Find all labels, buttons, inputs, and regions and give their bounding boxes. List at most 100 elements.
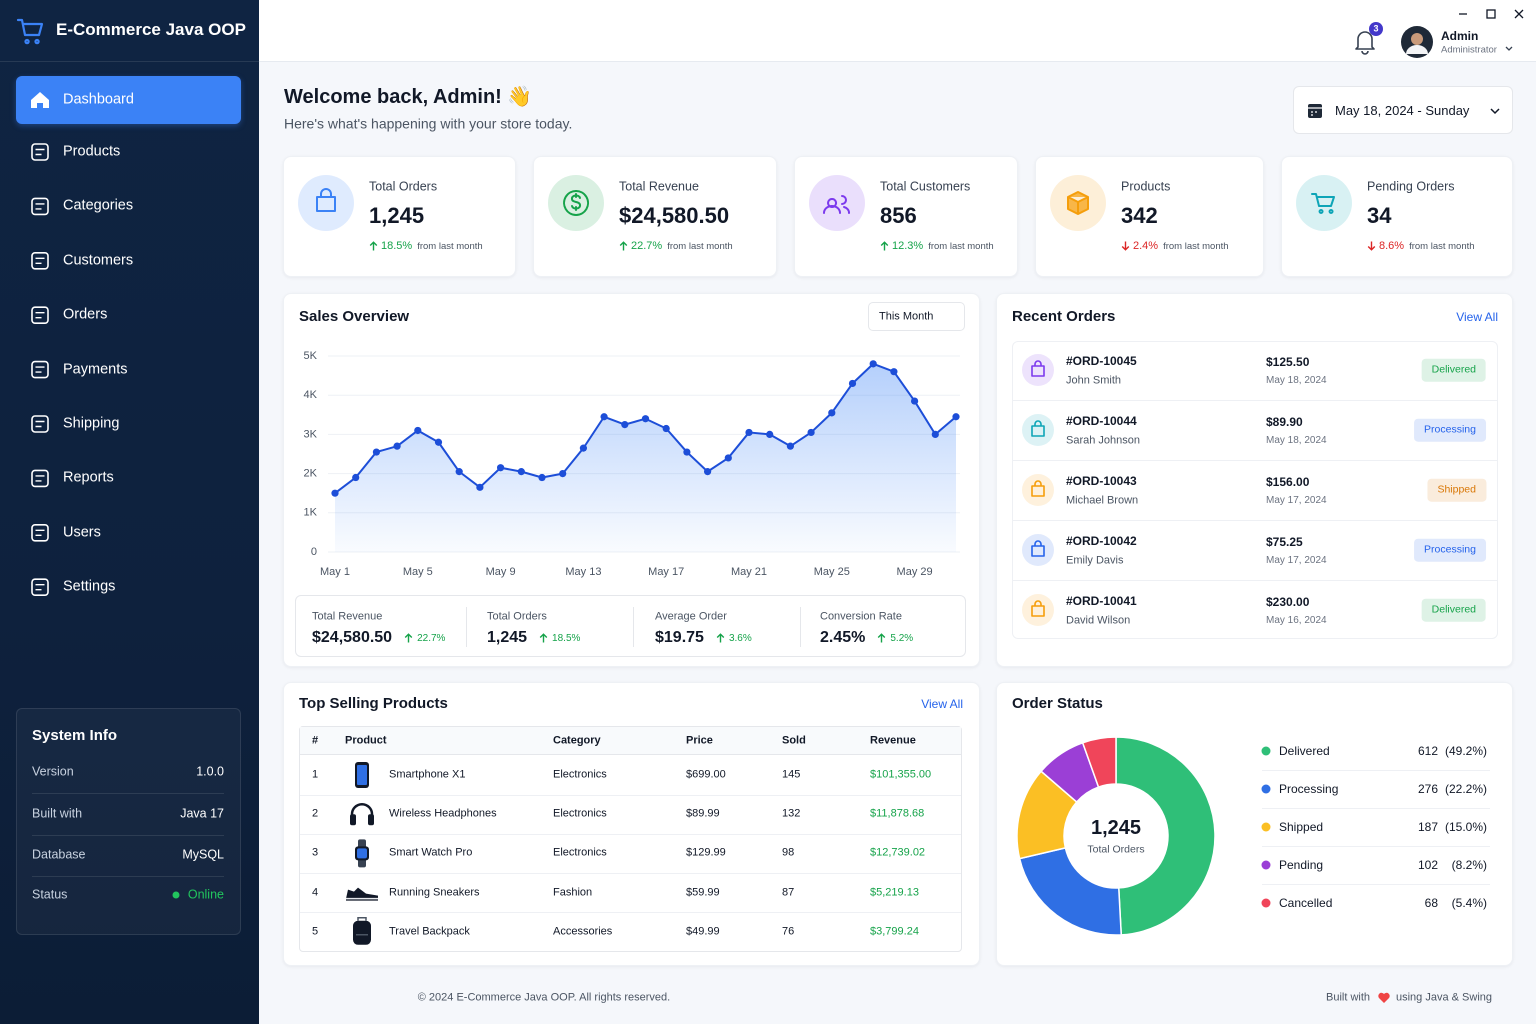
stat-label: Total Orders	[369, 179, 438, 194]
range-dropdown-label[interactable]: This Month	[879, 310, 934, 323]
section-title: Top Selling Products	[299, 695, 448, 712]
footer-using: using Java & Swing	[1396, 991, 1492, 1004]
table-cell: $699.00	[686, 768, 726, 781]
trend-arrow	[716, 633, 725, 643]
row-separator	[1013, 400, 1497, 401]
order-amount: $125.50	[1266, 354, 1310, 369]
order-id[interactable]: #ORD-10041	[1066, 593, 1137, 608]
stat-card	[533, 156, 777, 277]
table-cell: 3	[312, 846, 319, 859]
order-id[interactable]: #ORD-10045	[1066, 353, 1137, 368]
status-badge: Processing	[1414, 418, 1486, 442]
order-customer: Sarah Johnson	[1066, 434, 1140, 447]
order-id[interactable]: #ORD-10042	[1066, 533, 1137, 548]
table-cell: Smartphone X1	[389, 768, 466, 781]
system-info-value: MySQL	[182, 847, 224, 862]
legend-separator	[1262, 884, 1490, 885]
system-info-panel	[16, 708, 241, 935]
order-id[interactable]: #ORD-10043	[1066, 473, 1137, 488]
legend-count: 276	[1417, 781, 1438, 796]
system-info-label: Status	[32, 887, 68, 902]
nav-active-bg[interactable]	[16, 76, 241, 124]
view-all-link[interactable]: View All	[1456, 309, 1498, 324]
donut-center-label: Total Orders	[1087, 843, 1145, 856]
user-name[interactable]: Admin	[1441, 28, 1479, 43]
system-info-separator	[32, 793, 224, 794]
legend-percent: (22.2%)	[1444, 781, 1487, 796]
stat-label: Total Revenue	[619, 179, 699, 194]
footer-copyright: © 2024 E-Commerce Java OOP. All rights r…	[417, 991, 671, 1004]
stat-value: $24,580.50	[619, 202, 730, 228]
table-cell: Electronics	[553, 768, 607, 781]
sidebar-divider	[0, 61, 259, 62]
summary-value-row: $19.75 3.6%	[655, 629, 752, 647]
stat-change-row: 2.4% from last month	[1121, 240, 1229, 252]
table-cell: Accessories	[553, 925, 613, 938]
nav-item[interactable]: Customers	[63, 252, 134, 269]
row-separator	[1013, 520, 1497, 521]
summary-label: Conversion Rate	[820, 610, 902, 623]
stat-label: Products	[1121, 179, 1171, 194]
legend-separator	[1262, 770, 1490, 771]
trend-arrow-shape	[716, 633, 725, 643]
trend-arrow	[1367, 241, 1376, 251]
order-customer: Emily Davis	[1066, 554, 1124, 567]
table-cell: $89.99	[686, 807, 720, 820]
stat-card	[283, 156, 516, 277]
order-amount: $75.25	[1266, 534, 1303, 549]
nav-item[interactable]: Payments	[63, 360, 128, 377]
system-info-label: Database	[32, 847, 86, 862]
nav-item[interactable]: Dashboard	[63, 91, 134, 108]
summary-change: 18.5%	[552, 632, 581, 644]
nav-item[interactable]: Products	[63, 143, 121, 160]
table-cell: $5,219.13	[870, 886, 919, 898]
table-header: Revenue	[870, 734, 916, 747]
status-badge: Delivered	[1421, 598, 1486, 622]
footer-built: Built with	[1326, 991, 1371, 1004]
stat-change: 22.7%	[631, 240, 663, 252]
legend-count: 187	[1417, 819, 1438, 834]
nav-item[interactable]: Settings	[63, 578, 116, 595]
view-all-link[interactable]: View All	[921, 696, 963, 711]
status-badge: Shipped	[1427, 478, 1486, 502]
order-date: May 17, 2024	[1266, 555, 1327, 566]
table-cell: 87	[782, 886, 795, 898]
stat-value: 342	[1121, 202, 1158, 228]
trend-arrow	[1121, 241, 1130, 251]
summary-separator	[466, 607, 467, 647]
nav-item[interactable]: Categories	[63, 197, 134, 214]
table-header: Sold	[782, 734, 806, 747]
user-role: Administrator	[1441, 44, 1497, 56]
trend-arrow	[880, 241, 889, 251]
table-cell: Fashion	[553, 886, 593, 898]
order-id[interactable]: #ORD-10044	[1066, 413, 1137, 428]
nav-item[interactable]: Shipping	[63, 415, 120, 432]
orders-list	[1012, 341, 1498, 639]
system-info-value: Java 17	[180, 806, 224, 821]
summary-label: Total Revenue	[312, 610, 383, 623]
table-header-bg	[300, 727, 961, 755]
legend-separator	[1262, 808, 1490, 809]
summary-change: 22.7%	[417, 632, 446, 644]
chart-title: Sales Overview	[299, 308, 410, 325]
table-cell: Travel Backpack	[389, 925, 470, 938]
table-header: Price	[686, 734, 713, 747]
row-separator	[1013, 460, 1497, 461]
nav-item[interactable]: Reports	[63, 469, 114, 486]
table-cell: $12,739.02	[870, 846, 926, 859]
nav-item[interactable]: Users	[63, 524, 101, 541]
status-badge: Processing	[1414, 538, 1486, 562]
system-info-separator	[32, 835, 224, 836]
page-title: Welcome back, Admin! 👋	[284, 86, 533, 108]
stat-note: from last month	[417, 240, 483, 252]
trend-arrow	[369, 241, 378, 251]
table-row-separator	[300, 833, 961, 835]
nav-item[interactable]: Orders	[63, 306, 108, 323]
sidebar	[0, 0, 259, 1024]
products-table	[299, 726, 962, 952]
date-picker[interactable]	[1293, 86, 1513, 134]
table-cell: Electronics	[553, 807, 607, 820]
summary-value-row: 2.45% 5.2%	[820, 629, 913, 647]
